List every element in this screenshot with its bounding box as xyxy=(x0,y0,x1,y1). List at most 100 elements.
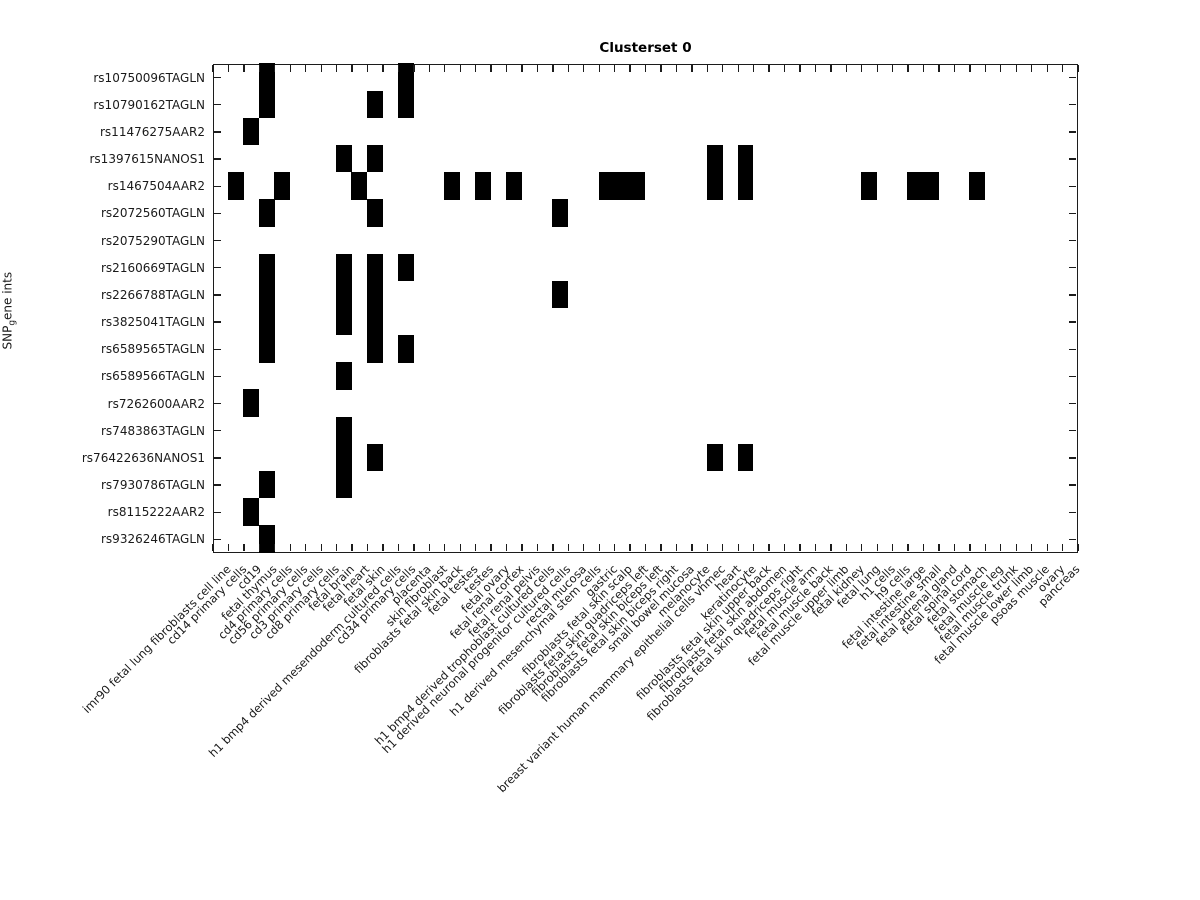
y-tick-left xyxy=(214,457,221,459)
heatmap-cell xyxy=(922,172,939,200)
heatmap-cell xyxy=(614,172,630,200)
x-tick-bottom xyxy=(768,543,770,551)
heatmap-cell xyxy=(335,144,352,173)
x-tick-top xyxy=(366,65,369,72)
heatmap-cell xyxy=(335,416,352,445)
x-tick-bottom xyxy=(783,543,786,551)
x-tick-top xyxy=(335,65,338,72)
y-tick-label: rs1397615NANOS1 xyxy=(89,152,206,167)
heatmap-cell xyxy=(258,199,275,227)
y-tick-left xyxy=(214,104,221,106)
heatmap-cell xyxy=(366,280,383,309)
x-tick-top xyxy=(382,65,384,72)
heatmap-cell xyxy=(366,199,383,227)
y-tick-label: rs6589566TAGLN xyxy=(101,369,205,384)
heatmap-cell xyxy=(258,335,275,363)
y-tick-right xyxy=(1068,131,1076,133)
heatmap-cell xyxy=(969,172,986,200)
x-tick-top xyxy=(1015,65,1017,72)
x-tick-bottom xyxy=(861,543,863,551)
x-tick-top xyxy=(490,65,492,72)
x-tick-top xyxy=(598,65,600,72)
y-tick-left xyxy=(214,158,221,160)
x-tick-bottom xyxy=(552,543,554,551)
x-tick-top xyxy=(567,65,569,72)
y-tick-left xyxy=(214,239,221,242)
x-tick-bottom xyxy=(1031,543,1033,551)
y-tick-right xyxy=(1068,212,1076,215)
x-tick-bottom xyxy=(227,543,230,551)
x-tick-bottom xyxy=(320,543,322,551)
y-tick-left xyxy=(214,321,221,323)
y-tick-right xyxy=(1068,76,1076,79)
x-tick-bottom xyxy=(536,543,539,551)
x-tick-top xyxy=(722,65,724,72)
y-tick-label: rs9326246TAGLN xyxy=(101,532,205,547)
y-tick-label: rs10790162TAGLN xyxy=(93,97,205,112)
x-tick-bottom xyxy=(1015,543,1017,551)
y-tick-right xyxy=(1068,484,1076,486)
y-tick-right xyxy=(1068,321,1076,323)
x-tick-bottom xyxy=(335,543,338,551)
heatmap-cell xyxy=(351,172,368,200)
x-tick-bottom xyxy=(830,543,832,551)
plot-title: Clusterset 0 xyxy=(599,40,692,56)
x-tick-bottom xyxy=(922,543,925,551)
y-tick-right xyxy=(1068,185,1076,187)
x-tick-bottom xyxy=(258,543,261,551)
heatmap-cell xyxy=(274,172,291,200)
heatmap-cell xyxy=(258,307,275,336)
x-tick-top xyxy=(783,65,786,72)
x-tick-top xyxy=(907,65,909,72)
y-tick-right xyxy=(1068,430,1076,432)
x-tick-top xyxy=(830,65,832,72)
x-tick-bottom xyxy=(892,543,894,551)
heatmap-cell xyxy=(366,307,383,336)
y-tick-label: rs7483863TAGLN xyxy=(101,423,205,438)
heatmap-cell xyxy=(366,253,383,282)
x-tick-bottom xyxy=(583,543,585,551)
heatmap-cell xyxy=(335,307,352,336)
x-tick-top xyxy=(938,65,940,72)
heatmap-cell xyxy=(366,335,383,363)
x-tick-bottom xyxy=(243,543,245,551)
heatmap-cell xyxy=(335,362,352,390)
x-tick-top xyxy=(444,65,446,72)
x-tick-bottom xyxy=(799,543,801,551)
x-tick-top xyxy=(474,65,477,72)
x-tick-bottom xyxy=(490,543,492,551)
x-tick-bottom xyxy=(938,543,940,551)
y-tick-left xyxy=(214,348,221,350)
x-tick-bottom xyxy=(984,543,987,551)
heatmap-cell xyxy=(335,253,352,282)
y-tick-left xyxy=(214,402,221,405)
x-tick-top xyxy=(212,65,214,72)
y-tick-left xyxy=(214,267,221,269)
heatmap-cell xyxy=(737,172,754,200)
x-tick-top xyxy=(413,65,415,72)
x-tick-bottom xyxy=(428,543,430,551)
x-tick-top xyxy=(305,65,307,72)
heatmap-cell xyxy=(706,144,723,173)
y-tick-label: rs2160669TAGLN xyxy=(101,260,205,275)
x-tick-bottom xyxy=(814,543,817,551)
x-tick-bottom xyxy=(953,543,956,551)
heatmap-cell xyxy=(258,280,275,309)
heatmap-cell xyxy=(397,90,414,119)
x-tick-top xyxy=(845,65,847,72)
y-tick-right xyxy=(1068,104,1076,106)
x-tick-top xyxy=(1061,65,1064,72)
y-tick-label: rs1467504AAR2 xyxy=(107,179,205,194)
y-tick-left xyxy=(214,430,221,432)
x-tick-top xyxy=(583,65,585,72)
x-tick-bottom xyxy=(459,543,461,551)
x-tick-top xyxy=(243,65,245,72)
y-tick-label: rs2072560TAGLN xyxy=(101,206,205,221)
heatmap-cell xyxy=(737,144,754,173)
x-tick-bottom xyxy=(691,543,693,551)
y-tick-right xyxy=(1068,158,1076,160)
heatmap-cell xyxy=(598,172,615,200)
x-tick-bottom xyxy=(845,543,847,551)
x-tick-top xyxy=(1000,65,1002,72)
